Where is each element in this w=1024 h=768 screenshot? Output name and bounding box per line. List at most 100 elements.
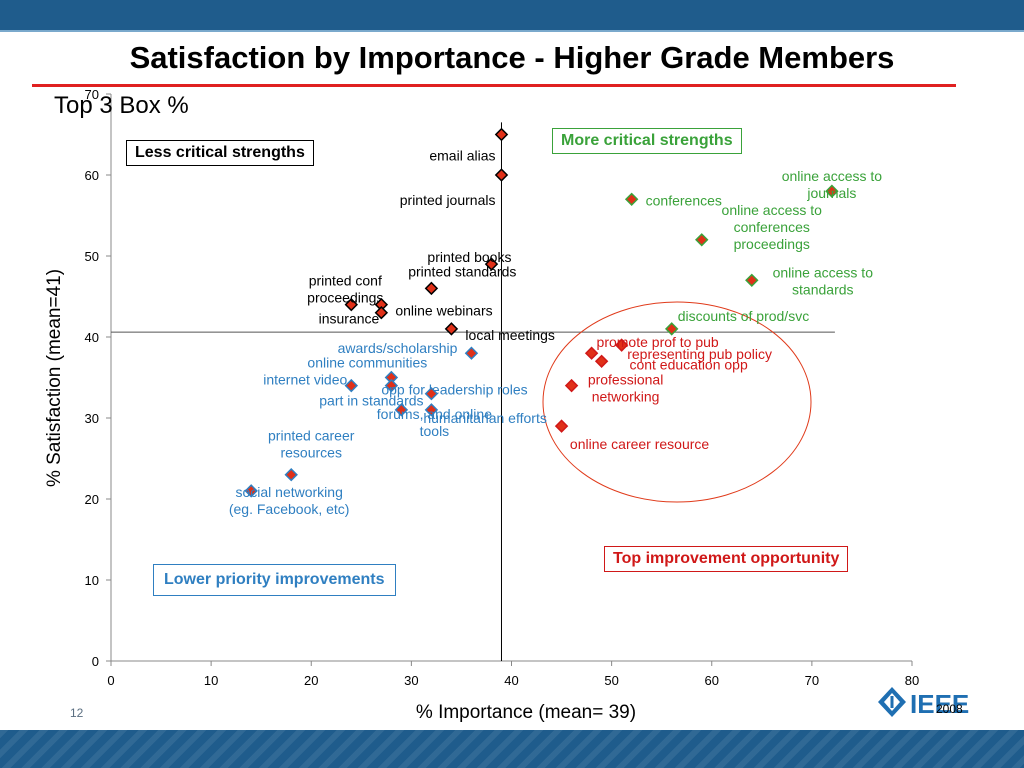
data-point-label: online access to (782, 168, 883, 184)
data-point-marker (554, 419, 569, 433)
x-tick-label: 40 (504, 673, 518, 688)
x-tick-label: 50 (604, 673, 618, 688)
data-point-label: printed standards (408, 263, 516, 279)
data-point-label: (eg. Facebook, etc) (229, 501, 350, 517)
data-point-label: journals (806, 185, 856, 201)
y-tick-label: 50 (85, 249, 99, 264)
data-point-label: proceedings (734, 236, 810, 252)
data-point-label: promote prof to pub (597, 334, 719, 350)
data-point-label: discounts of prod/svc (678, 308, 810, 324)
ieee-logo: IEEE (878, 687, 969, 719)
data-point-marker (424, 281, 439, 296)
title-divider (32, 84, 956, 87)
quadrant-label-less-critical-strengths: Less critical strengths (126, 140, 314, 166)
data-point-label: online access to (722, 202, 823, 218)
data-point-label: proceedings (307, 290, 383, 306)
data-point-marker (614, 338, 629, 352)
quadrant-label-top-improvement-opportunity: Top improvement opportunity (604, 546, 849, 572)
top-banner-highlight (0, 30, 1024, 32)
data-point-label: local meetings (465, 327, 555, 343)
data-point-marker (745, 273, 759, 288)
data-point-label: social networking (235, 484, 342, 500)
top-banner (0, 0, 1024, 30)
quadrant-label-more-critical-strengths: More critical strengths (552, 128, 742, 154)
data-point-label: printed books (427, 249, 511, 265)
data-point-label: forums, and online (377, 406, 492, 422)
data-point-label: awards/scholarship (338, 340, 458, 356)
data-point-marker (624, 192, 639, 207)
y-tick-label: 0 (92, 654, 99, 669)
data-point-marker (494, 168, 509, 182)
data-point-label: conferences (734, 219, 810, 235)
data-point-label: opp for leadership roles (381, 382, 527, 398)
x-tick-label: 30 (404, 673, 418, 688)
logo-wordmark: IEEE (910, 689, 969, 719)
slide-title: Satisfaction by Importance - Higher Grad… (129, 40, 895, 75)
data-point-label: insurance (319, 311, 380, 327)
data-point-label: email alias (429, 148, 495, 164)
y-tick-label: 20 (85, 492, 99, 507)
data-point-label: online webinars (395, 303, 492, 319)
data-point-marker (695, 233, 709, 247)
data-point-label: cont education opp (629, 356, 748, 372)
y-tick-label: 70 (85, 87, 99, 102)
bottom-banner-stripes (0, 730, 1024, 768)
data-point-marker (584, 346, 599, 360)
data-point-marker (394, 403, 409, 417)
data-point-label: representing pub policy (627, 346, 772, 362)
data-point-marker (564, 378, 579, 393)
data-point-label: tools (420, 423, 450, 439)
data-point-marker (374, 305, 389, 320)
data-point-label: printed journals (400, 192, 496, 208)
x-tick-label: 10 (204, 673, 218, 688)
data-point-marker (284, 467, 298, 482)
data-point-label: professional (588, 372, 664, 388)
y-tick-label: 60 (85, 168, 99, 183)
data-point-label: online communities (307, 355, 427, 371)
bottom-banner (0, 730, 1024, 768)
data-point-label: humanitarian efforts (423, 410, 546, 426)
ieee-diamond-icon (878, 687, 906, 717)
data-point-label: printed conf (309, 273, 382, 289)
data-point-marker (244, 484, 258, 498)
data-point-marker (344, 297, 359, 312)
data-point-marker (444, 322, 459, 336)
y-tick-label: 40 (85, 330, 99, 345)
data-point-label: internet video (263, 372, 347, 388)
slide-number: 12 (70, 706, 84, 720)
data-point-marker (494, 127, 509, 142)
data-point-marker (424, 403, 439, 417)
data-point-label: networking (592, 389, 660, 405)
data-point-label: conferences (646, 192, 722, 208)
data-point-marker (424, 386, 439, 401)
data-point-label: printed career (268, 428, 355, 444)
y-axis-title: % Satisfaction (mean=41) (44, 269, 65, 487)
data-point-label: part in standards (319, 393, 423, 409)
data-point-marker (384, 378, 399, 393)
data-point-label: online access to (773, 264, 874, 280)
data-point-marker (464, 346, 479, 360)
data-point-label: resources (280, 445, 341, 461)
data-point-marker (344, 378, 359, 393)
data-point-marker (484, 257, 499, 271)
x-tick-label: 80 (905, 673, 919, 688)
improvement-ellipse (542, 301, 812, 503)
x-tick-label: 70 (805, 673, 819, 688)
data-point-label: online career resource (570, 436, 710, 452)
slide-subtitle: Top 3 Box % (54, 92, 189, 119)
year-label: 2008 (936, 702, 963, 716)
y-tick-label: 30 (85, 411, 99, 426)
data-point-marker (664, 322, 679, 336)
data-point-label: standards (792, 281, 853, 297)
x-axis-title: % Importance (mean= 39) (416, 702, 636, 723)
x-tick-label: 0 (107, 673, 114, 688)
x-tick-label: 20 (304, 673, 318, 688)
data-point-marker (384, 370, 399, 385)
y-tick-label: 10 (85, 573, 99, 588)
quadrant-label-lower-priority-improvements: Lower priority improvements (153, 564, 396, 596)
data-point-marker (374, 297, 389, 312)
x-tick-label: 60 (705, 673, 719, 688)
data-point-marker (825, 184, 839, 198)
data-point-marker (594, 354, 609, 369)
